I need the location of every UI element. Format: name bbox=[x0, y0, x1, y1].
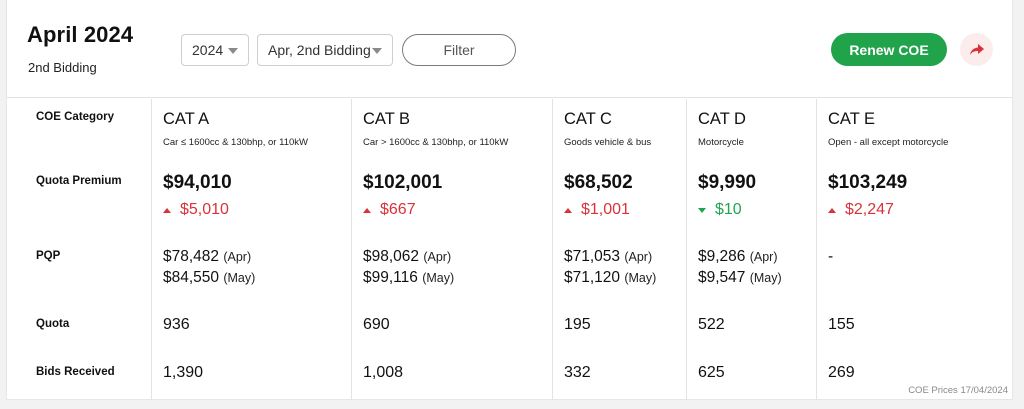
premium-change: $1,001 bbox=[564, 201, 630, 219]
bidding-round-select-value: Apr, 2nd Bidding bbox=[268, 42, 371, 58]
pqp-current-value: $71,053 bbox=[564, 248, 621, 265]
premium-change: $667 bbox=[363, 201, 416, 219]
category-column-b: CAT B Car > 1600cc & 130bhp, or 110kW $1… bbox=[352, 99, 553, 400]
premium-change: $10 bbox=[698, 201, 742, 219]
pqp-current: $9,286 (Apr) bbox=[698, 248, 778, 266]
bidding-round-subtitle: 2nd Bidding bbox=[28, 60, 97, 75]
row-labels-column: COE Category Quota Premium PQP Quota Bid… bbox=[7, 99, 152, 400]
pqp-current-month: (Apr) bbox=[423, 250, 452, 264]
row-label-category: COE Category bbox=[36, 111, 114, 123]
bids-received-value: 332 bbox=[564, 364, 591, 381]
pqp-next-month: (May) bbox=[223, 271, 256, 285]
premium-change-value: $667 bbox=[380, 201, 416, 218]
bids-received-value: 1,008 bbox=[363, 364, 404, 381]
bidding-round-select[interactable]: Apr, 2nd Bidding bbox=[257, 34, 393, 66]
bids-received-value: 625 bbox=[698, 364, 725, 381]
row-label-pqp: PQP bbox=[36, 250, 61, 262]
pqp-current-month: (Apr) bbox=[749, 250, 778, 264]
category-description: Car ≤ 1600cc & 130bhp, or 110kW bbox=[163, 137, 308, 148]
filter-button[interactable]: Filter bbox=[402, 34, 516, 66]
year-select-value: 2024 bbox=[192, 42, 224, 58]
category-name: CAT D bbox=[698, 110, 746, 128]
premium-change-value: $1,001 bbox=[581, 201, 630, 218]
quota-premium: $94,010 bbox=[163, 172, 232, 193]
bids-received-value: 1,390 bbox=[163, 364, 204, 381]
pqp-current: $71,053 (Apr) bbox=[564, 248, 652, 266]
triangle-up-icon bbox=[363, 207, 371, 213]
pqp-current: $98,062 (Apr) bbox=[363, 248, 451, 266]
category-column-e: CAT E Open - all except motorcycle $103,… bbox=[817, 99, 1014, 400]
category-name: CAT B bbox=[363, 110, 411, 128]
pqp-current-value: $9,286 bbox=[698, 248, 746, 265]
pqp-current-value: $98,062 bbox=[363, 248, 420, 265]
pqp-next-month: (May) bbox=[624, 271, 657, 285]
pqp-current: $78,482 (Apr) bbox=[163, 248, 251, 266]
pqp-next-value: $71,120 bbox=[564, 269, 621, 286]
quota-premium: $103,249 bbox=[828, 172, 908, 193]
share-arrow-icon bbox=[969, 43, 984, 55]
category-description: Goods vehicle & bus bbox=[564, 137, 652, 148]
chevron-down-icon bbox=[228, 48, 238, 54]
premium-change-value: $5,010 bbox=[180, 201, 229, 218]
year-select[interactable]: 2024 bbox=[181, 34, 249, 66]
pqp-next-month: (May) bbox=[749, 271, 782, 285]
share-button[interactable] bbox=[960, 33, 993, 66]
category-name: CAT E bbox=[828, 110, 876, 128]
pqp-current-value: $78,482 bbox=[163, 248, 220, 265]
pqp-next: $9,547 (May) bbox=[698, 269, 782, 287]
pqp-next-value: $9,547 bbox=[698, 269, 746, 286]
premium-change-value: $10 bbox=[715, 201, 742, 218]
row-label-quota: Quota bbox=[36, 318, 70, 330]
pqp-current: - bbox=[828, 248, 833, 266]
pqp-current-month: (Apr) bbox=[223, 250, 252, 264]
category-column-a: CAT A Car ≤ 1600cc & 130bhp, or 110kW $9… bbox=[152, 99, 352, 400]
pqp-current-value: - bbox=[828, 248, 834, 265]
category-name: CAT C bbox=[564, 110, 612, 128]
pqp-next: $71,120 (May) bbox=[564, 269, 656, 287]
category-column-c: CAT C Goods vehicle & bus $68,502 $1,001… bbox=[553, 99, 687, 400]
results-header: April 2024 2nd Bidding 2024 Apr, 2nd Bid… bbox=[7, 0, 1012, 98]
row-label-premium: Quota Premium bbox=[36, 175, 122, 187]
category-column-d: CAT D Motorcycle $9,990 $10 $9,286 (Apr)… bbox=[687, 99, 817, 400]
quota-premium: $102,001 bbox=[363, 172, 443, 193]
quota-premium: $68,502 bbox=[564, 172, 633, 193]
quota-value: 522 bbox=[698, 316, 725, 333]
pqp-next-value: $99,116 bbox=[363, 269, 418, 286]
category-name: CAT A bbox=[163, 110, 210, 128]
pqp-current-month: (Apr) bbox=[624, 250, 653, 264]
triangle-up-icon bbox=[828, 207, 836, 213]
page-title: April 2024 bbox=[27, 22, 134, 47]
triangle-down-icon bbox=[698, 207, 706, 213]
quota-value: 155 bbox=[828, 316, 855, 333]
row-label-bids: Bids Received bbox=[36, 366, 115, 378]
coe-prices-date: COE Prices 17/04/2024 bbox=[908, 385, 1008, 396]
chevron-down-icon bbox=[372, 48, 382, 54]
quota-value: 195 bbox=[564, 316, 591, 333]
quota-value: 936 bbox=[163, 316, 190, 333]
premium-change: $5,010 bbox=[163, 201, 229, 219]
renew-coe-button[interactable]: Renew COE bbox=[831, 33, 947, 66]
premium-change-value: $2,247 bbox=[845, 201, 894, 218]
pqp-next: $84,550 (May) bbox=[163, 269, 255, 287]
category-description: Open - all except motorcycle bbox=[828, 137, 949, 148]
pqp-next-month: (May) bbox=[422, 271, 455, 285]
triangle-up-icon bbox=[163, 207, 171, 213]
premium-change: $2,247 bbox=[828, 201, 894, 219]
coe-results-card: April 2024 2nd Bidding 2024 Apr, 2nd Bid… bbox=[6, 0, 1013, 400]
category-description: Motorcycle bbox=[698, 137, 744, 148]
triangle-up-icon bbox=[564, 207, 572, 213]
quota-value: 690 bbox=[363, 316, 390, 333]
bids-received-value: 269 bbox=[828, 364, 855, 381]
category-description: Car > 1600cc & 130bhp, or 110kW bbox=[363, 137, 509, 148]
pqp-next-value: $84,550 bbox=[163, 269, 220, 286]
pqp-next: $99,116 (May) bbox=[363, 269, 454, 287]
quota-premium: $9,990 bbox=[698, 172, 757, 193]
